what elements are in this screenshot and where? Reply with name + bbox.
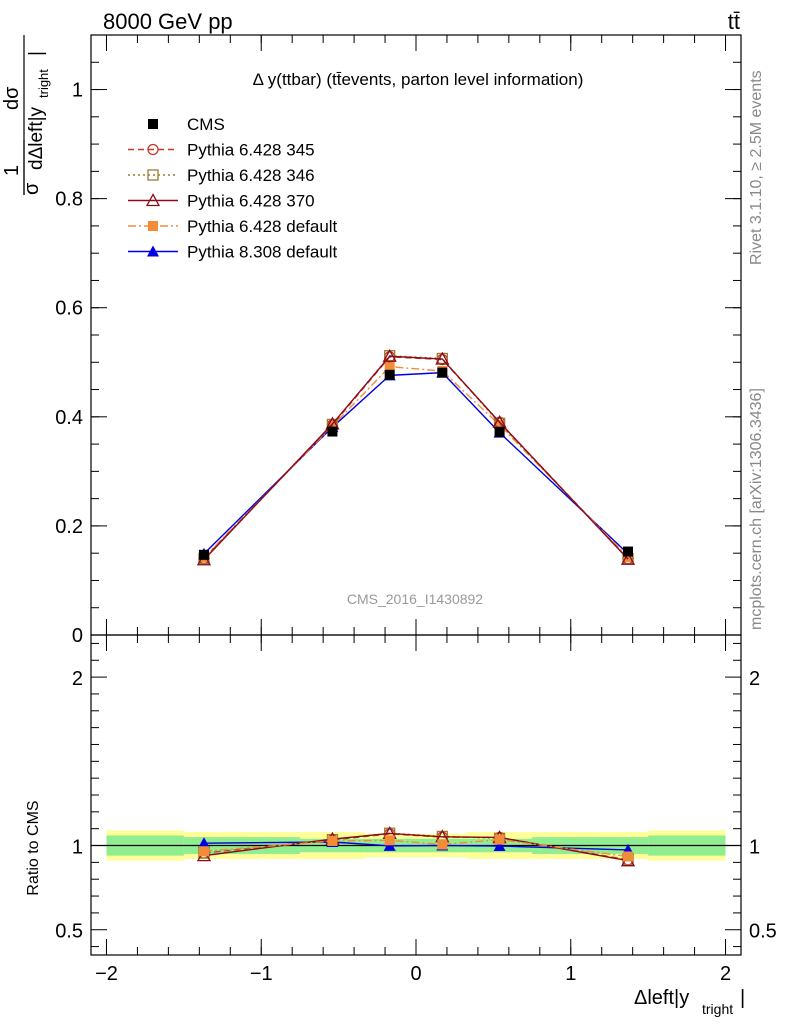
legend-marker (145, 193, 161, 207)
svg-text:tright: tright (702, 1001, 733, 1017)
svg-text:|: | (26, 51, 47, 56)
ratio-ytick-label-right: 0.5 (749, 921, 777, 943)
main-series (198, 351, 634, 565)
ratio-series (198, 834, 634, 862)
ratio-series-line (203, 832, 629, 862)
legend-label: Pythia 6.428 346 (187, 166, 315, 185)
ratio-point (437, 839, 448, 850)
energy-label: 8000 GeV pp (103, 9, 233, 34)
main-series-line (203, 356, 629, 560)
main-series-layer (196, 348, 636, 566)
process-label: tt̄ (728, 9, 740, 34)
legend-marker (148, 221, 158, 231)
main-series-line (203, 355, 629, 560)
ratio-xtick-label: −1 (250, 963, 273, 985)
legend-label: CMS (187, 115, 225, 134)
ratio-point (494, 834, 505, 845)
legend-marker (147, 169, 159, 181)
main-series-line (203, 355, 629, 561)
ratio-ytick-label: 0.5 (55, 921, 83, 943)
svg-text:dΔleft|y: dΔleft|y (26, 106, 47, 170)
svg-text:σ: σ (21, 182, 43, 195)
ratio-ytick-label-right: 1 (749, 837, 760, 859)
ratio-point (384, 835, 395, 846)
legend-label: Pythia 6.428 345 (187, 141, 315, 160)
ratio-series-line (203, 838, 629, 858)
main-series (198, 350, 634, 565)
main-point (327, 421, 338, 432)
main-ytick-label: 0.6 (55, 298, 83, 320)
main-point (623, 546, 634, 557)
main-point (494, 427, 505, 438)
main-ytick-label: 0.2 (55, 516, 83, 538)
main-point (435, 351, 450, 365)
legend-item: Pythia 6.428 346 (128, 166, 315, 185)
ratio-panel-frame: 0.5 0.5 1 1 2 2 −2 −1 0 1 2 (55, 634, 777, 985)
main-point (384, 369, 395, 380)
legend-marker (148, 119, 158, 129)
main-ytick-label: 0 (72, 625, 83, 647)
main-point (620, 551, 636, 565)
main-ytick-label: 0.8 (55, 189, 83, 211)
ratio-ytick-label-right: 2 (749, 668, 760, 690)
ratio-xtick-label: 2 (720, 963, 731, 985)
legend-marker (147, 143, 159, 156)
legend-item: Pythia 6.428 default (128, 217, 338, 236)
ratio-ytick-label: 2 (72, 668, 83, 690)
ratio-point (623, 851, 634, 862)
rivet-label: Rivet 3.1.10, ≥ 2.5M events (748, 70, 765, 265)
main-point (494, 420, 505, 430)
legend-label: Pythia 6.428 370 (187, 192, 315, 211)
main-point (382, 348, 397, 362)
mcplots-label: mcplots.cern.ch [arXiv:1306.3436] (748, 388, 765, 630)
legend-item: Pythia 6.428 345 (128, 141, 315, 160)
main-point (437, 367, 448, 378)
main-point (384, 361, 395, 372)
svg-text:|: | (740, 987, 745, 1009)
main-panel-frame: 0 0.2 0.4 0.6 0.8 1 (55, 34, 742, 647)
legend-marker (147, 245, 159, 257)
ratio-series-layer (196, 826, 636, 867)
main-ytick-label: 0.4 (55, 407, 83, 429)
main-ytick-label: 1 (72, 80, 83, 102)
ratio-point (327, 835, 338, 846)
main-series (198, 367, 634, 560)
main-title: Δ y(ttbar) (tt̄events, parton level info… (253, 70, 584, 89)
ratio-point (198, 846, 209, 857)
svg-text:tright: tright (36, 69, 51, 98)
main-series (197, 366, 635, 559)
x-axis-label: Δleft|y tright | (634, 987, 745, 1017)
ratio-ytick-label: 1 (72, 837, 83, 859)
ratio-point (383, 839, 396, 851)
ratio-point (197, 837, 210, 849)
ratio-point (493, 840, 506, 852)
main-point (327, 426, 338, 437)
ratio-xtick-label: 1 (565, 963, 576, 985)
legend-label: Pythia 6.428 default (187, 217, 338, 236)
main-point (623, 552, 634, 562)
svg-text:1: 1 (1, 165, 23, 176)
legend-item: Pythia 6.428 370 (128, 192, 315, 211)
legend: CMS Pythia 6.428 345 Pythia 6.428 346 Pythi… (128, 115, 338, 262)
main-series (196, 348, 636, 566)
main-ylabel: 1 σ dσ dΔleft|y tright | (1, 35, 51, 195)
main-series-line (203, 365, 629, 559)
legend-item: CMS (148, 115, 225, 134)
main-series (198, 361, 634, 563)
watermark: CMS_2016_I1430892 (347, 591, 483, 607)
ratio-xtick-label: 0 (410, 963, 421, 985)
main-series-line (203, 371, 629, 555)
ratio-frame-rect (90, 634, 742, 956)
svg-text:dσ: dσ (1, 86, 23, 110)
legend-item: Pythia 8.308 default (128, 243, 338, 262)
ratio-ylabel: Ratio to CMS (25, 800, 42, 895)
ratio-xtick-label: −2 (95, 963, 118, 985)
svg-text:Δleft|y: Δleft|y (634, 987, 689, 1009)
main-point (198, 549, 209, 560)
legend-label: Pythia 8.308 default (187, 243, 338, 262)
